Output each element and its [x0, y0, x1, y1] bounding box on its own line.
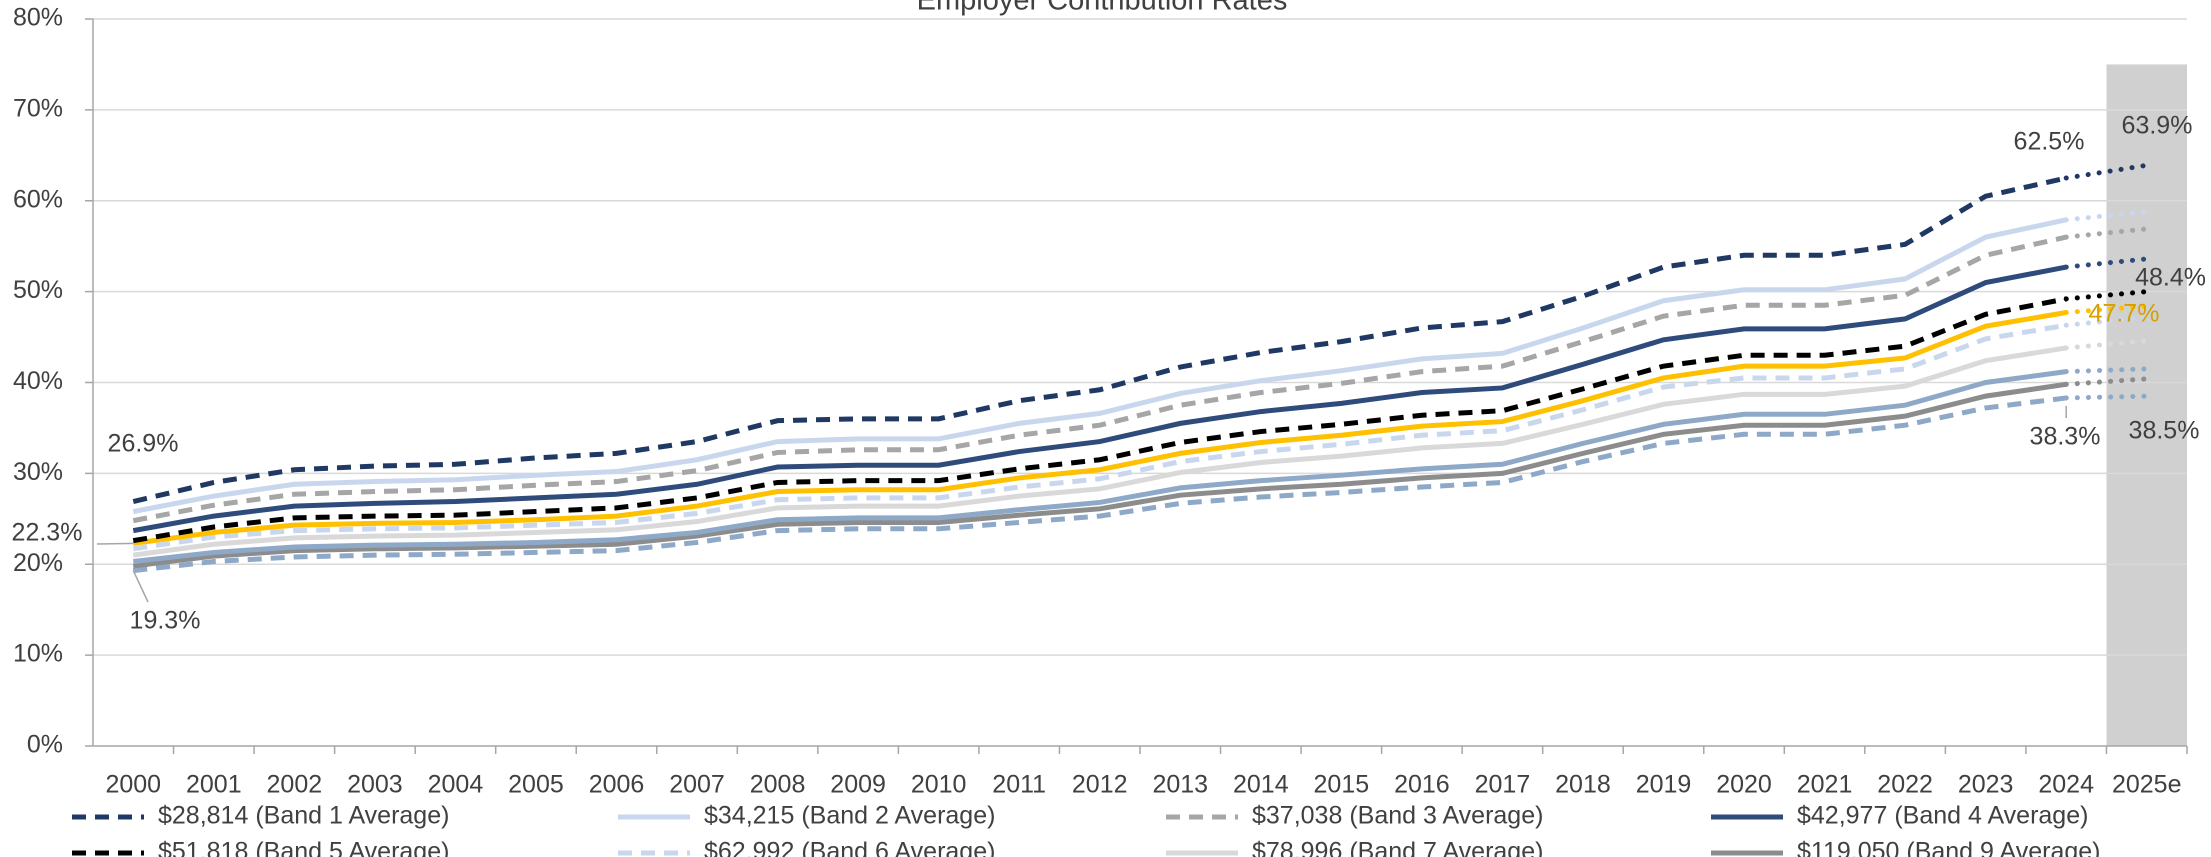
legend-label: $51,818 (Band 5 Average): [158, 838, 449, 857]
legend-label: $34,215 (Band 2 Average): [704, 802, 995, 830]
y-tick-label: 0%: [27, 731, 63, 759]
series-line: [132, 310, 2067, 546]
projection-line: [2063, 338, 2150, 351]
x-tick-label: 2019: [1636, 771, 1692, 799]
x-tick-label: 2001: [186, 771, 242, 799]
series-line: [132, 369, 2067, 565]
x-tick-label: 2000: [105, 771, 161, 799]
y-tick-label: 10%: [13, 640, 63, 668]
projection-shade: [2106, 64, 2187, 746]
x-tick-label: 2010: [911, 771, 967, 799]
annotation: 38.5%: [2129, 417, 2200, 445]
annotation: 26.9%: [108, 430, 179, 458]
leader-line: [96, 542, 134, 545]
series-line: [132, 381, 2067, 569]
projection-line: [2063, 226, 2150, 240]
x-tick-label: 2002: [267, 771, 323, 799]
x-tick-label: 2005: [508, 771, 564, 799]
projection-line: [2063, 366, 2150, 375]
annotation: 48.4%: [2135, 264, 2206, 292]
x-tick-label: 2011: [992, 771, 1046, 799]
annotation: 62.5%: [2014, 128, 2085, 156]
legend-label: $78,996 (Band 7 Average): [1252, 838, 1543, 857]
projection-line: [2063, 314, 2150, 328]
annotation: 38.3%: [2030, 423, 2101, 451]
legend-label: $42,977 (Band 4 Average): [1797, 802, 2088, 830]
x-tick-label: 2012: [1072, 771, 1128, 799]
x-tick-label: 2006: [589, 771, 645, 799]
projection-line: [2063, 256, 2150, 270]
x-tick-label: 2014: [1233, 771, 1289, 799]
series-line: [132, 175, 2067, 504]
x-tick-label: 2009: [830, 771, 886, 799]
series-line: [132, 322, 2067, 552]
series-line: [132, 296, 2067, 544]
legend-label: $37,038 (Band 3 Average): [1252, 802, 1543, 830]
projection-line: [2063, 303, 2150, 316]
projection-line: [2063, 289, 2150, 302]
series-line: [132, 217, 2067, 514]
projection-line: [2063, 209, 2150, 223]
series-line: [132, 264, 2067, 534]
legend-label: $119,050 (Band 9 Average): [1797, 838, 2100, 857]
x-tick-label: 2008: [750, 771, 806, 799]
y-tick-label: 40%: [13, 367, 63, 395]
x-tick-label: 2022: [1877, 771, 1933, 799]
y-tick-label: 70%: [13, 94, 63, 122]
x-tick-label: 2007: [669, 771, 725, 799]
x-tick-label: 2023: [1958, 771, 2014, 799]
series-line: [132, 395, 2067, 574]
x-tick-label: 2017: [1475, 771, 1531, 799]
projection-line: [2063, 393, 2150, 401]
projection-line: [2063, 376, 2150, 387]
y-tick-label: 80%: [13, 4, 63, 32]
chart-title: Employer Contribution Rates: [917, 0, 1288, 17]
x-tick-label: 2021: [1797, 771, 1853, 799]
y-tick-label: 50%: [13, 276, 63, 304]
x-tick-label: 2016: [1394, 771, 1450, 799]
annotation: 63.9%: [2122, 112, 2193, 140]
x-tick-label: 2024: [2038, 771, 2094, 799]
x-tick-label: 2020: [1716, 771, 1772, 799]
series-line: [132, 345, 2067, 558]
leader-line: [132, 570, 149, 603]
x-tick-label: 2015: [1314, 771, 1370, 799]
y-tick-label: 20%: [13, 549, 63, 577]
x-tick-label: 2004: [428, 771, 484, 799]
x-tick-label: 2003: [347, 771, 403, 799]
annotation: 19.3%: [130, 607, 201, 635]
annotation: 47.7%: [2089, 300, 2160, 328]
legend-label: $62,992 (Band 6 Average): [704, 838, 995, 857]
legend-label: $28,814 (Band 1 Average): [158, 802, 449, 830]
series-line: [132, 234, 2067, 524]
projection-line: [2063, 162, 2150, 181]
annotation: 22.3%: [12, 519, 83, 547]
y-tick-label: 60%: [13, 185, 63, 213]
x-tick-label: 2018: [1555, 771, 1611, 799]
y-tick-label: 30%: [13, 458, 63, 486]
x-tick-label: 2013: [1152, 771, 1208, 799]
x-tick-label: 2025e: [2112, 771, 2182, 799]
